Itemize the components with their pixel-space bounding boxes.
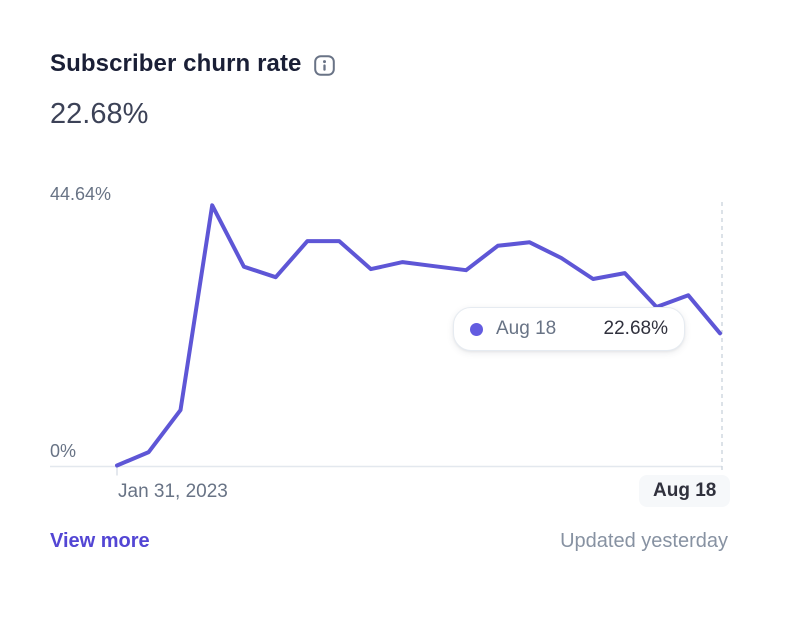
updated-status-text: Updated yesterday xyxy=(560,530,728,552)
view-more-link[interactable]: View more xyxy=(50,530,150,552)
y-axis-max-label: 44.64% xyxy=(50,184,112,204)
tooltip-value: 22.68% xyxy=(603,318,668,339)
current-value: 22.68% xyxy=(50,98,149,130)
page-title: Subscriber churn rate xyxy=(50,50,302,77)
card-header: Subscriber churn rate xyxy=(50,50,335,78)
tooltip-series-dot xyxy=(470,322,483,336)
chart-tooltip: Aug 18 22.68% xyxy=(453,307,685,351)
x-axis-start-label: Jan 31, 2023 xyxy=(118,481,228,502)
churn-line xyxy=(115,203,722,468)
y-axis-min-label: 0% xyxy=(50,441,77,461)
info-icon[interactable] xyxy=(313,55,335,76)
tooltip-date: Aug 18 xyxy=(496,318,557,339)
x-axis-end-label: Aug 18 xyxy=(639,475,731,507)
